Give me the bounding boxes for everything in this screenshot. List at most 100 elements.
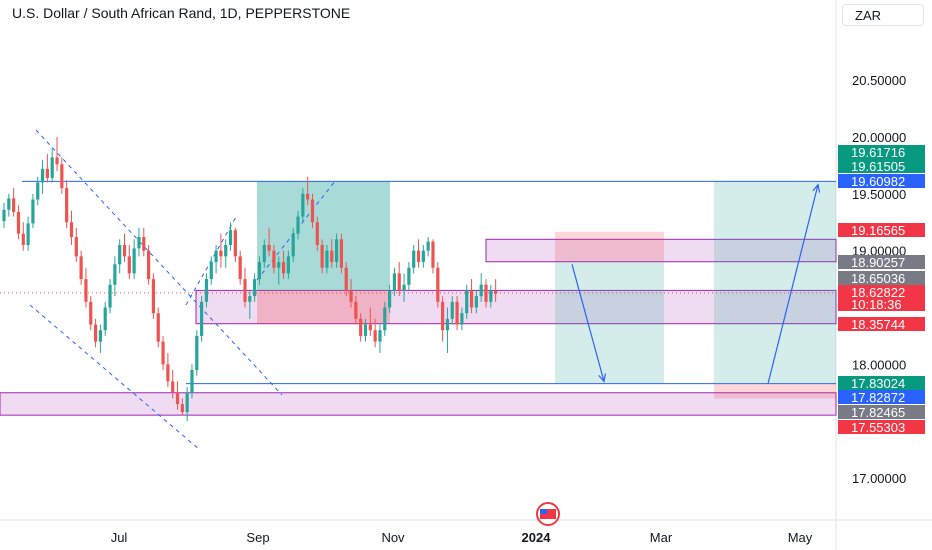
candle: [310, 193, 315, 228]
candle-body: [392, 273, 397, 291]
candle: [74, 227, 78, 263]
candle: [209, 256, 213, 285]
time-tick-label: May: [788, 530, 813, 545]
candle-body: [238, 256, 242, 280]
price-badge-label: 19.60982: [851, 174, 905, 189]
candle: [368, 307, 372, 336]
candle: [412, 244, 416, 274]
candle: [267, 227, 271, 257]
price-badge-label: 19.16565: [851, 223, 905, 238]
price-tick-label: 20.00000: [852, 130, 906, 145]
candle: [12, 188, 16, 217]
time-tick-label: Jul: [111, 530, 128, 545]
candle: [320, 239, 324, 274]
candle-body: [248, 296, 252, 302]
candle-body: [339, 239, 343, 268]
candle: [238, 250, 242, 285]
candle: [69, 210, 74, 245]
candle-body: [204, 279, 209, 302]
event-icon-flag: [540, 509, 556, 519]
price-badge: 17.82872: [838, 390, 925, 405]
candle: [474, 290, 478, 314]
candle: [277, 256, 281, 285]
candle-body: [334, 239, 339, 263]
candle-body: [243, 279, 247, 302]
candle: [151, 273, 156, 319]
candle-body: [98, 330, 102, 342]
candles-layer: [2, 137, 498, 422]
candle: [354, 296, 358, 325]
price-badge: 18.65036: [838, 271, 925, 286]
candle: [142, 227, 146, 257]
candle: [306, 176, 310, 206]
price-badge-label: 18.65036: [851, 271, 905, 286]
candle-body: [224, 244, 228, 257]
candle-body: [315, 222, 319, 245]
candle: [455, 296, 459, 331]
candle-body: [306, 193, 310, 200]
candle: [113, 256, 117, 297]
candle: [262, 239, 266, 268]
candle: [228, 222, 233, 251]
candle-body: [296, 216, 300, 234]
past-position-stop: [257, 290, 390, 324]
candle: [257, 256, 262, 285]
candle: [484, 279, 488, 308]
price-badge-bg: [838, 271, 925, 285]
price-badge-label: 18.62822: [851, 285, 905, 300]
candle: [494, 279, 498, 302]
price-badge: 18.90257: [838, 255, 925, 270]
candle: [195, 330, 199, 376]
price-badge: 17.82465: [838, 405, 925, 420]
candle-body: [156, 313, 160, 342]
candle-body: [175, 392, 180, 405]
candle: [431, 239, 435, 274]
candle-body: [431, 241, 435, 268]
chart-title: U.S. Dollar / South African Rand, 1D, PE…: [12, 5, 351, 21]
price-badge: 19.16565: [838, 223, 925, 238]
candle-body: [445, 318, 450, 331]
candle: [200, 296, 204, 342]
candle: [479, 273, 483, 302]
candle: [108, 279, 112, 314]
candle-body: [93, 324, 98, 342]
candle-body: [16, 212, 21, 234]
candle-body: [373, 330, 377, 342]
price-badge-bg: [838, 174, 925, 188]
candle: [330, 239, 334, 268]
candle: [45, 154, 49, 183]
long-position-stop: [714, 383, 836, 399]
candle-body: [455, 301, 459, 325]
candle: [392, 267, 397, 297]
past-position-target: [257, 181, 390, 291]
candle-body: [320, 244, 324, 268]
candle-body: [359, 318, 363, 336]
price-tick-label: 19.50000: [852, 187, 906, 202]
candle-body: [127, 256, 131, 274]
projection-arrow-down: [571, 264, 605, 382]
candle: [98, 324, 102, 353]
price-badge-bg: [838, 390, 925, 404]
candle-body: [402, 284, 406, 291]
candle-body: [465, 290, 469, 314]
price-badge-bg: [838, 285, 925, 299]
candle-body: [103, 307, 107, 331]
candle: [465, 284, 469, 319]
price-badge-bg: [838, 255, 925, 269]
price-badge-bg: [838, 405, 925, 419]
price-tick-label: 20.50000: [852, 73, 906, 88]
candle: [89, 296, 93, 331]
candle: [388, 284, 392, 314]
price-badge-label: 17.82872: [851, 390, 905, 405]
currency-selector[interactable]: ZAR: [842, 4, 924, 26]
candle: [156, 307, 160, 348]
candle-body: [450, 301, 454, 319]
candle-body: [301, 193, 305, 217]
candle-body: [397, 273, 401, 291]
candle-body: [378, 330, 382, 342]
candle: [204, 273, 209, 308]
candle: [166, 352, 170, 388]
short-position-target: [555, 261, 664, 384]
